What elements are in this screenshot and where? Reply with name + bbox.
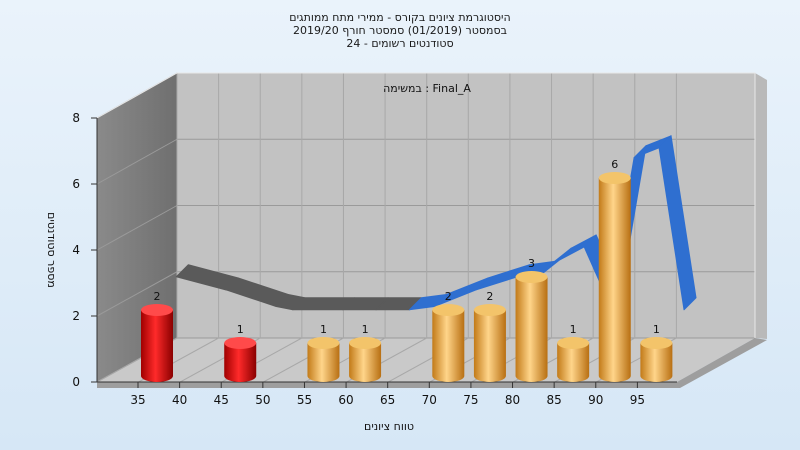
bars-group bbox=[141, 172, 673, 382]
x-tick-label: 70 bbox=[422, 393, 437, 407]
bar bbox=[557, 337, 590, 382]
bar-body bbox=[598, 178, 631, 382]
grid-line-left-wall bbox=[96, 205, 178, 251]
data-label: 2 bbox=[486, 290, 493, 303]
bar bbox=[473, 304, 506, 382]
bar-top bbox=[307, 337, 340, 349]
bar-body bbox=[557, 343, 590, 382]
x-tick-label: 55 bbox=[297, 393, 312, 407]
bar-body bbox=[349, 343, 382, 382]
grid-line-left-wall bbox=[96, 271, 178, 317]
title-line-3: סטודנטים רשומים - 24 bbox=[346, 37, 453, 50]
x-tick-label: 80 bbox=[505, 393, 520, 407]
grid-lines bbox=[96, 72, 755, 383]
bar-top bbox=[557, 337, 590, 349]
bar bbox=[640, 337, 673, 382]
y-tick-label: 8 bbox=[72, 111, 80, 125]
x-tick-label: 60 bbox=[338, 393, 353, 407]
bar-top bbox=[224, 337, 257, 349]
bar-top bbox=[432, 304, 465, 316]
x-tick-label: 75 bbox=[463, 393, 478, 407]
bar-top bbox=[640, 337, 673, 349]
grid-line-left-wall bbox=[96, 138, 178, 185]
y-axis-ticks: 0 2 4 6 8 bbox=[72, 111, 97, 389]
bar-body bbox=[515, 277, 548, 382]
task-annotation: במשימה : Final_A bbox=[383, 82, 471, 95]
x-tick-label: 45 bbox=[214, 393, 229, 407]
x-tick-label: 40 bbox=[172, 393, 187, 407]
bar bbox=[432, 304, 465, 382]
bar-body bbox=[473, 310, 506, 382]
data-labels: 2 1 1 1 2 2 3 1 6 1 bbox=[154, 158, 660, 336]
data-label: 1 bbox=[320, 323, 327, 336]
data-label: 1 bbox=[570, 323, 577, 336]
bar-top bbox=[598, 172, 631, 184]
title-line-1: היסטוגרמת ציונים בקורס - ממירי מתח ממותג… bbox=[289, 11, 510, 24]
y-tick-label: 4 bbox=[72, 243, 80, 257]
data-label: 1 bbox=[653, 323, 660, 336]
data-label: 2 bbox=[154, 290, 161, 303]
bar-top bbox=[141, 304, 173, 316]
bar bbox=[349, 337, 382, 382]
x-tick-label: 90 bbox=[588, 393, 603, 407]
data-label: 1 bbox=[237, 323, 244, 336]
bar bbox=[307, 337, 340, 382]
bar-top bbox=[473, 304, 506, 316]
bar bbox=[515, 271, 548, 382]
y-tick-label: 2 bbox=[72, 309, 80, 323]
data-label: 2 bbox=[445, 290, 452, 303]
chart-title: היסטוגרמת ציונים בקורס - ממירי מתח ממותג… bbox=[289, 11, 510, 50]
y-tick-label: 6 bbox=[72, 177, 80, 191]
x-tick-label: 65 bbox=[380, 393, 395, 407]
bar-top bbox=[349, 337, 382, 349]
y-tick-label: 0 bbox=[72, 375, 80, 389]
bar-body bbox=[224, 343, 257, 382]
x-axis-ticks: 35 40 45 50 55 60 65 70 75 80 85 90 95 bbox=[130, 382, 645, 407]
x-tick-label: 35 bbox=[130, 393, 145, 407]
y-axis-title: מספר סטודנטים bbox=[45, 212, 58, 288]
bar-top bbox=[515, 271, 548, 283]
x-axis-title: טווח ציונים bbox=[364, 420, 414, 433]
bar-body bbox=[432, 310, 465, 382]
data-label: 1 bbox=[362, 323, 369, 336]
data-label: 3 bbox=[528, 257, 535, 270]
bar-body bbox=[141, 310, 173, 382]
title-line-2: בסמסטר (01/2019) סמסטר חורף 2019/20 bbox=[293, 24, 507, 37]
floor-edge bbox=[97, 338, 767, 388]
right-shadow-panel bbox=[755, 73, 767, 339]
bar bbox=[598, 172, 631, 382]
bar bbox=[224, 337, 257, 382]
bar-body bbox=[307, 343, 340, 382]
x-tick-label: 85 bbox=[547, 393, 562, 407]
floor bbox=[97, 338, 755, 382]
bar bbox=[141, 304, 173, 382]
bar-body bbox=[640, 343, 673, 382]
x-tick-label: 50 bbox=[255, 393, 270, 407]
data-label: 6 bbox=[611, 158, 618, 171]
x-tick-label: 95 bbox=[630, 393, 645, 407]
trend-segment bbox=[658, 135, 697, 311]
